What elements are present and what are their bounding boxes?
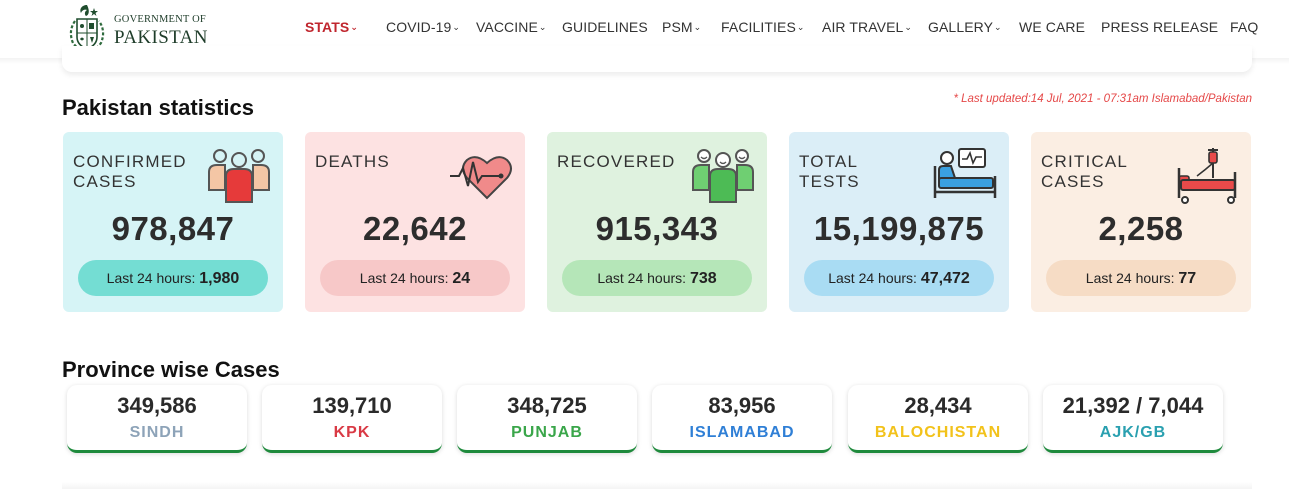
critical-value: 2,258 — [1098, 210, 1184, 247]
province-title: Province wise Cases — [62, 357, 280, 382]
nav-gallery[interactable]: GALLERY⌄ — [928, 19, 1002, 35]
province-name: PUNJAB — [511, 424, 583, 441]
card-title: RECOVERED — [557, 152, 676, 171]
nav-covid19[interactable]: COVID-19⌄ — [386, 19, 460, 35]
last-24-hours-pill: Last 24 hours: 24 — [320, 260, 510, 296]
nav-label: GUIDELINES — [562, 19, 648, 35]
chevron-down-icon: ⌄ — [994, 22, 1002, 32]
government-of-pakistan-logo[interactable]: GOVERNMENT OF PAKISTAN — [64, 3, 214, 55]
nav-label: GALLERY — [928, 19, 994, 35]
pill-value: 738 — [689, 270, 717, 287]
header-card-bottom — [62, 46, 1252, 72]
pill-label: Last 24 hours: — [1085, 270, 1175, 286]
heartbeat-icon — [450, 156, 512, 200]
pill-label: Last 24 hours: — [828, 270, 917, 286]
last-24-hours-pill: Last 24 hours: 1,980 — [78, 260, 268, 296]
nav-label: VACCINE — [476, 19, 538, 35]
people-icon — [208, 149, 270, 203]
province-value: 83,956 — [708, 393, 776, 418]
page-bottom-divider — [62, 482, 1252, 489]
nav-psm[interactable]: PSM⌄ — [662, 19, 701, 35]
nav-label: PSM — [662, 19, 693, 35]
chevron-down-icon: ⌄ — [904, 22, 913, 32]
nav-stats[interactable]: STATS⌄ — [305, 19, 358, 35]
province-name: KPK — [333, 424, 371, 441]
pill-value: 24 — [452, 270, 471, 287]
deaths-card: DEATHS 22,642 Last 24 hours: 24 — [305, 132, 525, 312]
logo-line1: GOVERNMENT OF — [114, 14, 206, 25]
nav-label: FACILITIES — [721, 19, 796, 35]
total-tests-value: 15,199,875 — [813, 210, 985, 247]
nav-guidelines[interactable]: GUIDELINES — [562, 19, 648, 35]
province-name: SINDH — [129, 424, 185, 441]
nav-faq[interactable]: FAQ — [1230, 19, 1258, 35]
chevron-down-icon: ⌄ — [693, 22, 702, 32]
confirmed-cases-card: CONFIRMED CASES 978,847 Last 24 hours: 1… — [63, 132, 283, 312]
chevron-down-icon: ⌄ — [796, 22, 805, 32]
logo-wordmark: GOVERNMENT OF PAKISTAN — [114, 14, 208, 48]
province-name: ISLAMABAD — [689, 424, 795, 441]
recovered-card: RECOVERED 915,343 Last 24 hours: 738 — [547, 132, 767, 312]
chevron-down-icon: ⌄ — [538, 22, 547, 32]
chevron-down-icon: ⌄ — [350, 22, 358, 32]
nav-we-care[interactable]: WE CARE — [1019, 19, 1085, 35]
recovered-value: 915,343 — [595, 210, 719, 247]
province-card-ajk-gb[interactable]: 21,392 / 7,044 AJK/GB — [1043, 385, 1223, 453]
total-tests-card: TOTAL TESTS 15,199,875 Last 24 hours: 47… — [789, 132, 1009, 312]
card-title: TOTAL TESTS — [799, 152, 860, 191]
chevron-down-icon: ⌄ — [452, 22, 461, 32]
province-card-sindh[interactable]: 349,586 SINDH — [67, 385, 247, 453]
province-name: AJK/GB — [1099, 424, 1167, 441]
province-value: 28,434 — [904, 393, 972, 418]
statistics-title: Pakistan statistics — [62, 95, 254, 120]
last-updated-text: * Last updated:14 Jul, 2021 - 07:31am Is… — [953, 93, 1252, 105]
pill-label: Last 24 hours: — [106, 270, 196, 286]
card-title: CRITICAL CASES — [1041, 152, 1129, 191]
province-card-punjab[interactable]: 348,725 PUNJAB — [457, 385, 637, 453]
province-value: 139,710 — [312, 393, 392, 418]
province-value: 21,392 / 7,044 — [1062, 393, 1204, 418]
logo-line2: PAKISTAN — [114, 26, 208, 48]
last-24-hours-pill: Last 24 hours: 47,472 — [804, 260, 994, 296]
province-value: 349,586 — [117, 393, 197, 418]
hospital-bed-drip-icon — [1177, 148, 1237, 204]
nav-air-travel[interactable]: AIR TRAVEL⌄ — [822, 19, 912, 35]
nav-press-release[interactable]: PRESS RELEASE — [1101, 19, 1218, 35]
last-24-hours-pill: Last 24 hours: 738 — [562, 260, 752, 296]
pill-label: Last 24 hours: — [597, 270, 687, 286]
confirmed-value: 978,847 — [111, 210, 235, 247]
pill-value: 77 — [1178, 270, 1197, 287]
deaths-value: 22,642 — [363, 210, 467, 247]
patient-bed-monitor-icon — [933, 148, 997, 198]
pill-value: 47,472 — [920, 270, 970, 287]
nav-label: AIR TRAVEL — [822, 19, 904, 35]
card-title: CONFIRMED CASES — [73, 152, 187, 191]
state-emblem-icon — [69, 5, 105, 54]
province-value: 348,725 — [507, 393, 587, 418]
nav-label: FAQ — [1230, 19, 1259, 35]
nav-label: STATS — [305, 19, 350, 35]
nav-facilities[interactable]: FACILITIES⌄ — [721, 19, 805, 35]
nav-label: COVID-19 — [386, 19, 452, 35]
province-card-islamabad[interactable]: 83,956 ISLAMABAD — [652, 385, 832, 453]
card-title: DEATHS — [315, 152, 390, 171]
province-card-balochistan[interactable]: 28,434 BALOCHISTAN — [848, 385, 1028, 453]
province-name: BALOCHISTAN — [874, 424, 1002, 441]
nav-label: WE CARE — [1019, 19, 1086, 35]
pill-value: 1,980 — [199, 270, 240, 287]
province-card-kpk[interactable]: 139,710 KPK — [262, 385, 442, 453]
nav-vaccine[interactable]: VACCINE⌄ — [476, 19, 547, 35]
last-24-hours-pill: Last 24 hours: 77 — [1046, 260, 1236, 296]
nav-label: PRESS RELEASE — [1101, 19, 1219, 35]
pill-label: Last 24 hours: — [359, 270, 449, 286]
recovered-people-icon — [692, 149, 754, 203]
critical-cases-card: CRITICAL CASES 2,258 Last 24 hours: 77 — [1031, 132, 1251, 312]
